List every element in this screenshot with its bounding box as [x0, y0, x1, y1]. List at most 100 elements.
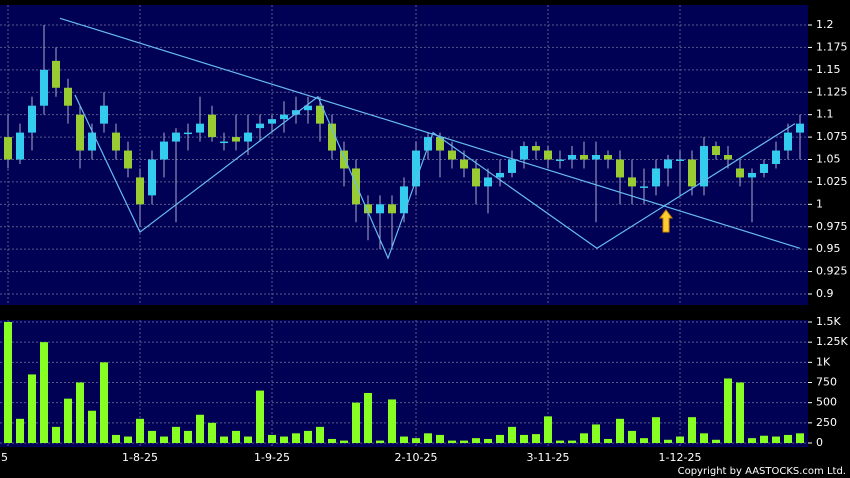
volume-bar — [28, 374, 36, 443]
x-tick-label: 3-11-25 — [527, 451, 570, 464]
candle-body — [592, 155, 600, 160]
volume-bar — [400, 436, 408, 443]
y-tick-label: 1.025 — [816, 175, 848, 188]
candle-body — [28, 105, 36, 133]
volume-bar — [256, 390, 264, 443]
volume-bar — [280, 436, 288, 443]
volume-bar — [640, 438, 648, 443]
price-panel — [0, 5, 808, 305]
candle-body — [376, 204, 384, 214]
candle-body — [652, 168, 660, 187]
candle-body — [580, 155, 588, 160]
volume-bar — [796, 433, 804, 443]
volume-bar — [184, 430, 192, 443]
candle-body — [712, 146, 720, 156]
candle-body — [424, 137, 432, 151]
volume-bar — [592, 424, 600, 443]
volume-bar — [364, 392, 372, 443]
candle-body — [748, 172, 756, 178]
volume-bar — [424, 433, 432, 443]
y2-tick-label: 1.25K — [816, 335, 848, 348]
y2-tick-label: 750 — [816, 376, 837, 389]
candle-body — [496, 172, 504, 178]
candle-body — [208, 114, 216, 138]
candle-body — [172, 132, 180, 142]
candle-body — [4, 137, 12, 160]
volume-bar — [436, 434, 444, 443]
volume-bar — [208, 422, 216, 443]
volume-bar — [772, 436, 780, 443]
volume-bar — [496, 434, 504, 443]
candle-body — [760, 163, 768, 173]
y2-tick-label: 1.5K — [816, 315, 841, 328]
volume-bar — [628, 430, 636, 443]
candle-body — [124, 150, 132, 169]
candle-body — [160, 141, 168, 160]
y-tick-label: 1 — [816, 197, 823, 210]
volume-bar — [340, 440, 348, 443]
candle-body — [148, 159, 156, 196]
candle-body — [628, 177, 636, 187]
candle-body — [460, 159, 468, 169]
candle-body — [196, 123, 204, 133]
volume-bar — [196, 414, 204, 443]
y-tick-label: 1.125 — [816, 85, 848, 98]
candle-body — [544, 150, 552, 160]
x-tick-label: -25 — [0, 451, 8, 464]
candle-body — [76, 114, 84, 151]
volume-bar — [40, 342, 48, 443]
volume-bar — [268, 434, 276, 443]
volume-bar — [568, 440, 576, 443]
volume-bar — [112, 434, 120, 443]
y2-tick-label: 250 — [816, 416, 837, 429]
volume-bar — [160, 436, 168, 443]
candle-body — [676, 159, 684, 161]
volume-bar — [484, 438, 492, 443]
candle-body — [316, 105, 324, 124]
volume-bar — [76, 382, 84, 443]
volume-bar — [664, 439, 672, 443]
volume-bar — [4, 322, 12, 443]
candle-body — [508, 159, 516, 173]
candle-body — [412, 150, 420, 187]
candle-body — [364, 204, 372, 214]
candle-body — [244, 132, 252, 142]
volume-bar — [412, 438, 420, 443]
candle-body — [352, 168, 360, 205]
volume-bar — [760, 435, 768, 443]
candle-body — [640, 186, 648, 188]
volume-bar — [460, 440, 468, 443]
candle-body — [16, 132, 24, 160]
volume-bar — [100, 362, 108, 443]
candle-body — [604, 155, 612, 160]
candle-body — [664, 159, 672, 169]
x-tick-label: 1-12-25 — [659, 451, 702, 464]
candle-body — [784, 132, 792, 151]
volume-bar — [64, 398, 72, 443]
candle-body — [736, 168, 744, 178]
volume-bar — [616, 418, 624, 443]
volume-bar — [652, 417, 660, 443]
candle-body — [568, 155, 576, 160]
volume-bar — [580, 433, 588, 443]
volume-bar — [232, 430, 240, 443]
candle-body — [136, 177, 144, 205]
candle-body — [616, 159, 624, 178]
candle-body — [112, 132, 120, 151]
volume-bar — [244, 436, 252, 443]
candle-body — [448, 150, 456, 160]
volume-bar — [688, 417, 696, 443]
volume-bar — [604, 438, 612, 443]
candle-body — [700, 146, 708, 187]
volume-bar — [472, 438, 480, 443]
y-tick-label: 1.1 — [816, 108, 834, 121]
candle-body — [556, 159, 564, 161]
y2-tick-label: 500 — [816, 396, 837, 409]
volume-bar — [292, 433, 300, 443]
volume-bar — [16, 418, 24, 443]
volume-bar — [556, 440, 564, 443]
candle-body — [400, 186, 408, 214]
candle-body — [184, 132, 192, 135]
candle-body — [292, 110, 300, 115]
volume-bar — [448, 440, 456, 443]
